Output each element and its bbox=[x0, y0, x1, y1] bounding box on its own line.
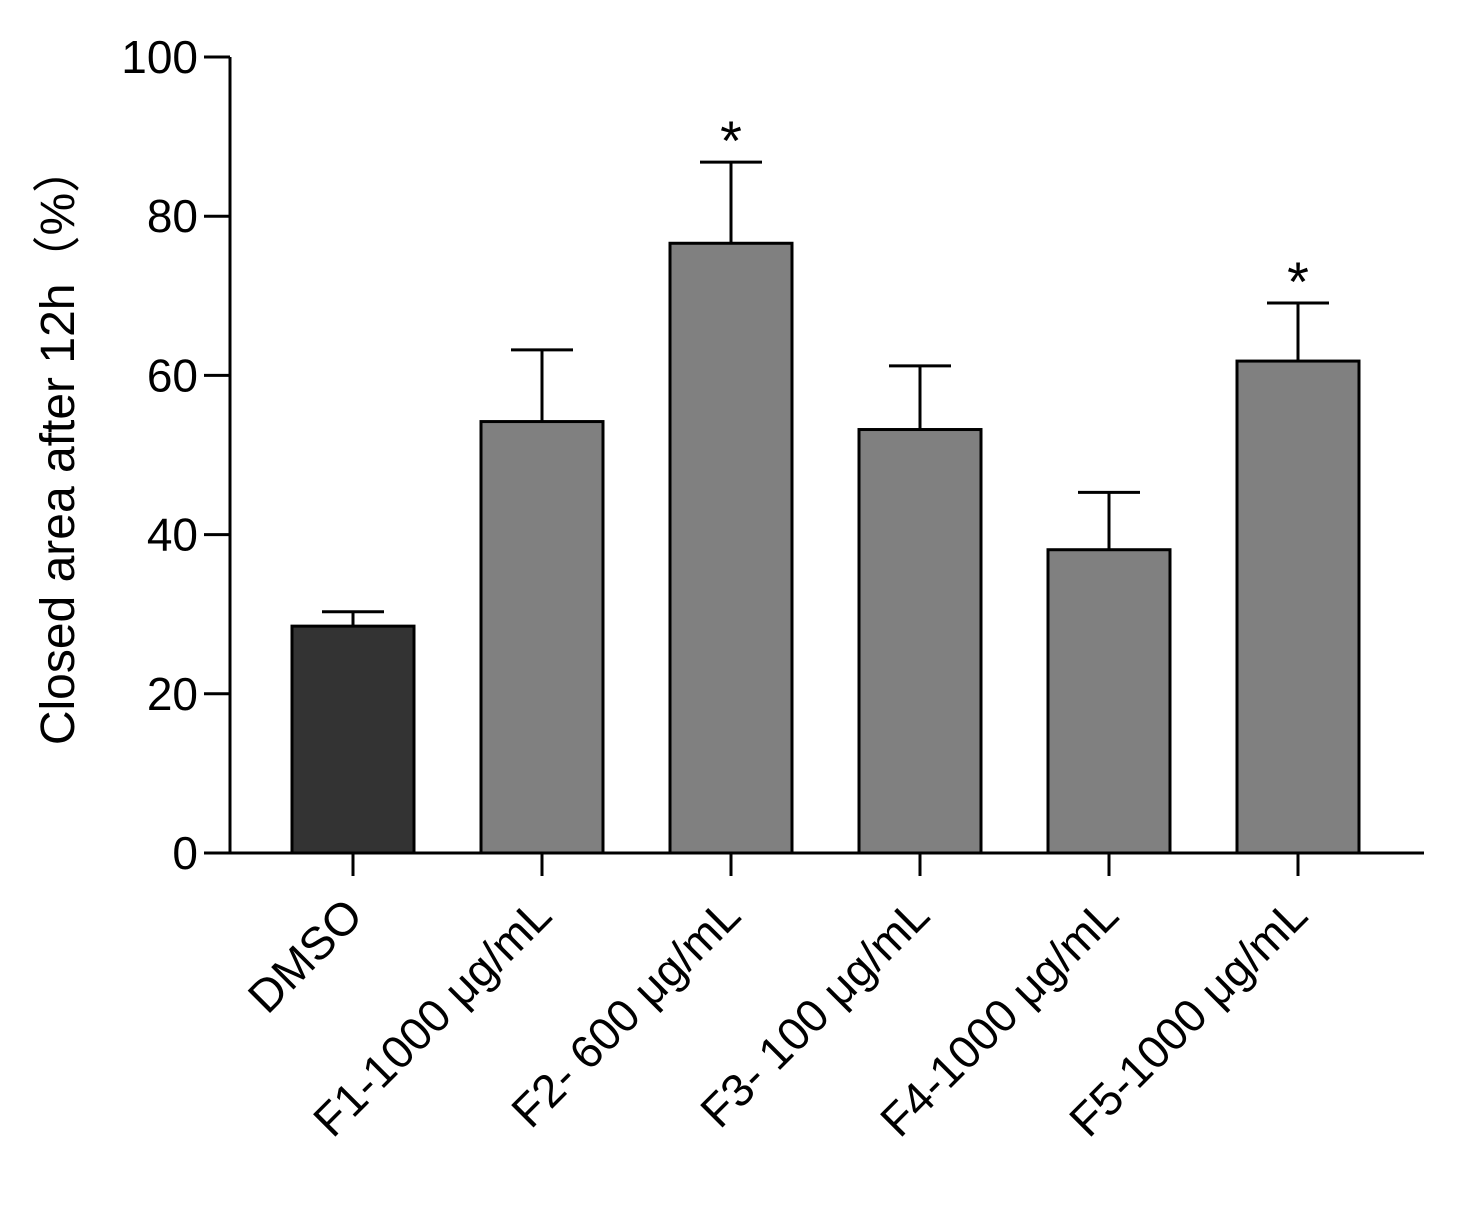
significance-asterisk: * bbox=[1287, 250, 1309, 313]
y-axis-title: Closed area after 12h（%） bbox=[32, 145, 85, 745]
bar bbox=[479, 420, 605, 855]
y-tick-label: 20 bbox=[147, 668, 198, 720]
y-tick-label: 0 bbox=[172, 827, 198, 879]
y-axis: 0 20 40 60 80 100 bbox=[121, 31, 232, 879]
x-axis bbox=[230, 851, 1424, 876]
bar bbox=[290, 624, 416, 855]
y-tick-label: 100 bbox=[121, 31, 198, 83]
significance-asterisk: * bbox=[720, 109, 742, 172]
bar bbox=[857, 428, 983, 855]
bar bbox=[1046, 548, 1172, 855]
error-bars bbox=[322, 160, 1329, 627]
bar bbox=[1235, 359, 1361, 855]
y-tick-label: 60 bbox=[147, 349, 198, 401]
category-label: DMSO bbox=[238, 888, 372, 1022]
bar bbox=[668, 241, 794, 855]
bars bbox=[290, 241, 1361, 855]
significance-markers: ** bbox=[720, 109, 1309, 313]
y-tick-label: 40 bbox=[147, 509, 198, 561]
y-tick-label: 80 bbox=[147, 190, 198, 242]
